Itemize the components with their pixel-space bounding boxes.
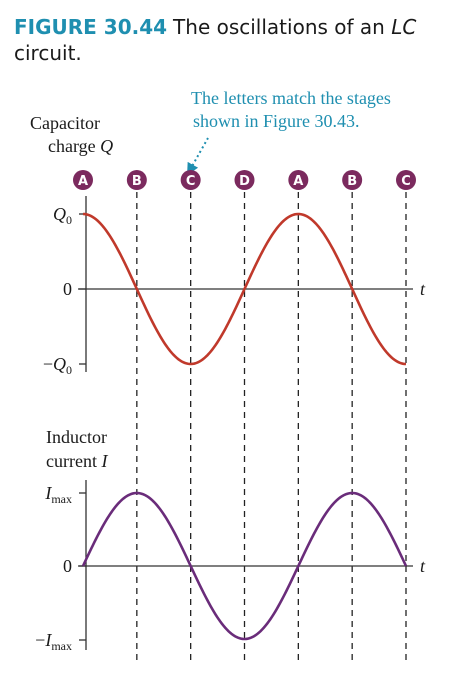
figure-caption: FIGURE 30.44 The oscillations of an LC ci… [14,14,434,66]
y-tick-label-0: Q0 [53,204,72,227]
stage-badge-d: D [234,170,255,190]
svg-text:A: A [78,174,88,189]
caption-text-after: circuit. [14,41,82,65]
caption-text-before: The oscillations of an [173,15,392,39]
y-tick-label-1: 0 [63,556,72,576]
annotation-line-1: The letters match the stages [191,88,391,108]
caption-text-italic: LC [391,15,417,39]
current-chart: t Imax 0 −Imax [35,480,426,653]
svg-text:B: B [132,174,142,189]
charge-chart: t Q0 0 −Q0 [43,196,426,377]
y-tick-label-1: 0 [63,279,72,299]
svg-text:A: A [293,174,303,189]
charge-curve [82,212,407,366]
svg-text:D: D [239,174,250,189]
current-ylabel-line-1: Inductor [46,427,107,447]
charge-ylabel-line-1: Capacitor [30,113,100,133]
figure-label: FIGURE 30.44 [14,15,168,39]
stage-badge-a: A [73,170,93,190]
x-axis-label: t [420,556,426,576]
x-axis-label: t [420,279,426,299]
y-tick-label-2: −Q0 [43,354,72,377]
current-curve [81,491,408,641]
annotation-arrow [187,137,209,176]
current-ylabel-line-2: current I [46,451,108,471]
stage-badge-a: A [288,170,309,190]
stage-badge-c: C [396,170,416,190]
stage-badge-c: C [180,170,201,190]
svg-text:C: C [401,174,411,189]
svg-text:B: B [347,174,357,189]
stage-badge-b: B [126,170,147,190]
stage-badge-b: B [342,170,363,190]
svg-text:C: C [186,174,196,189]
y-tick-label-2: −Imax [35,630,72,653]
y-tick-label-0: Imax [44,483,72,506]
annotation-line-2: shown in Figure 30.43. [193,111,360,131]
stage-dashed-lines [136,192,407,665]
charge-ylabel-line-2: charge Q [48,136,113,156]
